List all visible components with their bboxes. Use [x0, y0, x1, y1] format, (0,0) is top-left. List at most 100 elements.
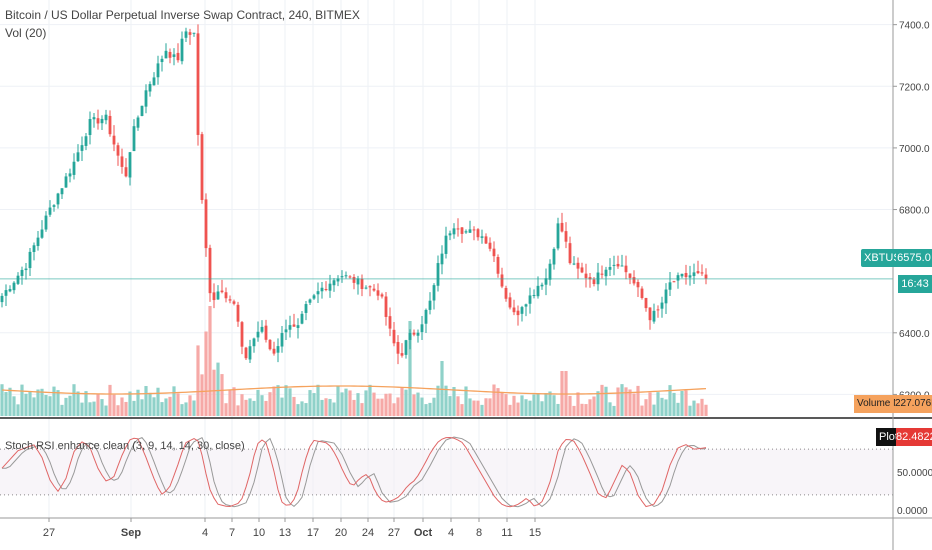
- time-axis-label: 27: [43, 527, 55, 539]
- candle-body: [340, 276, 344, 278]
- candle-body: [336, 278, 340, 282]
- candle-body: [72, 161, 76, 175]
- volume-bar: [488, 398, 492, 416]
- candle-body: [532, 294, 536, 296]
- volume-bar: [296, 404, 300, 416]
- volume-bar: [144, 386, 148, 416]
- volume-bar: [88, 402, 92, 416]
- volume-bar: [208, 306, 212, 416]
- candle-body: [304, 304, 308, 313]
- candle-body: [308, 299, 312, 303]
- volume-bar: [316, 384, 320, 416]
- time-axis-label: 7: [229, 527, 235, 539]
- volume-bar: [700, 398, 704, 416]
- volume-bar: [352, 399, 356, 416]
- stoch-k-line: [1, 437, 707, 508]
- volume-bar: [680, 391, 684, 416]
- volume-bar: [500, 392, 504, 416]
- volume-bar: [76, 391, 80, 416]
- candle-body: [392, 329, 396, 344]
- volume-bar: [396, 397, 400, 416]
- volume-bar: [504, 394, 508, 416]
- time-axis-label: 24: [362, 527, 374, 539]
- volume-bar: [28, 391, 32, 416]
- candle-body: [644, 297, 648, 309]
- candle-body: [60, 188, 64, 195]
- candle-body: [384, 296, 388, 317]
- volume-bar: [184, 402, 188, 416]
- candle-body: [552, 248, 556, 265]
- candle-body: [312, 295, 316, 299]
- candle-body: [680, 273, 684, 277]
- volume-bar: [464, 386, 468, 416]
- candle-body: [648, 307, 652, 321]
- candle-body: [84, 136, 88, 146]
- volume-bar: [36, 389, 40, 416]
- volume-bar: [288, 388, 292, 416]
- volume-bar: [372, 392, 376, 416]
- candle-body: [692, 272, 696, 277]
- volume-bar: [636, 385, 640, 416]
- candle-body: [208, 247, 212, 294]
- candle-body: [472, 229, 476, 231]
- candle-body: [520, 307, 524, 314]
- candle-body: [196, 33, 200, 135]
- candle-body: [268, 339, 272, 350]
- volume-bar: [348, 390, 352, 416]
- candle-body: [300, 313, 304, 324]
- candle-body: [444, 235, 448, 254]
- candle-body: [492, 248, 496, 257]
- candle-body: [616, 263, 620, 267]
- candle-body: [136, 117, 140, 128]
- candle-body: [184, 31, 188, 38]
- candle-body: [248, 346, 252, 360]
- candle-body: [328, 283, 332, 291]
- volume-bar: [540, 401, 544, 416]
- volume-bar: [248, 398, 252, 416]
- price-axis-label: 6800.0: [899, 206, 930, 217]
- candle-body: [108, 115, 112, 135]
- volume-bar: [656, 392, 660, 416]
- volume-bar: [40, 388, 44, 416]
- volume-bars: [0, 306, 708, 416]
- candle-body: [192, 32, 196, 34]
- candle-body: [452, 228, 456, 235]
- volume-bar: [84, 391, 88, 416]
- candle-body: [224, 292, 228, 299]
- candle-body: [676, 275, 680, 281]
- volume-bar: [268, 392, 272, 416]
- volume-bar: [492, 384, 496, 416]
- volume-bar: [304, 403, 308, 416]
- volume-title: Vol (20): [5, 26, 47, 40]
- candle-body: [376, 290, 380, 296]
- candle-body: [240, 322, 244, 347]
- candle-body: [428, 300, 432, 310]
- volume-bar: [392, 403, 396, 416]
- volume-bar: [116, 405, 120, 416]
- candle-body: [20, 269, 24, 276]
- volume-bar: [360, 403, 364, 416]
- volume-bar: [508, 404, 512, 416]
- volume-bar: [232, 387, 236, 416]
- candle-body: [476, 229, 480, 238]
- volume-bar: [520, 395, 524, 416]
- volume-bar: [48, 396, 52, 416]
- candle-body: [368, 286, 372, 288]
- candle-body: [332, 280, 336, 286]
- volume-bar: [264, 400, 268, 416]
- volume-bar: [140, 399, 144, 416]
- candle-body: [440, 253, 444, 265]
- candle-body: [560, 222, 564, 232]
- volume-bar: [608, 402, 612, 416]
- candle-body: [696, 271, 700, 274]
- price-axis-label: 6400.0: [899, 329, 930, 340]
- volume-bar: [460, 404, 464, 416]
- volume-bar: [628, 389, 632, 416]
- candle-body: [144, 90, 148, 107]
- volume-bar: [336, 385, 340, 416]
- volume-bar: [416, 392, 420, 416]
- volume-bar: [420, 397, 424, 416]
- candle-body: [436, 263, 440, 286]
- volume-bar: [160, 402, 164, 416]
